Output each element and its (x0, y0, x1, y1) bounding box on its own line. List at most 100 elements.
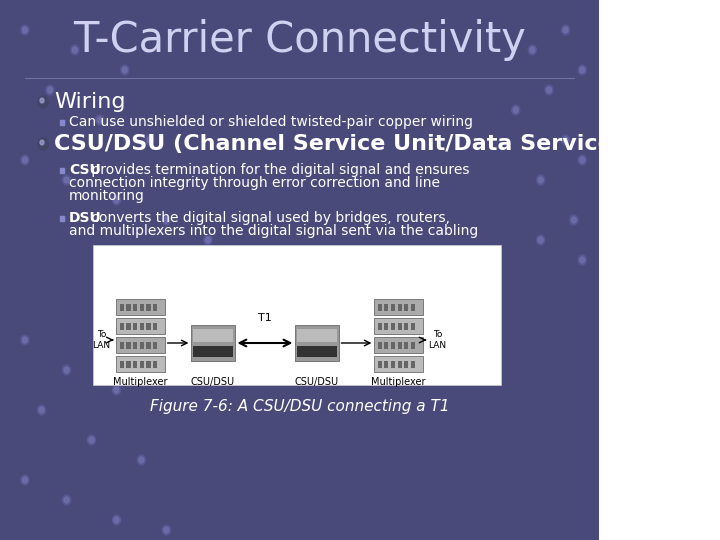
Text: Can use unshielded or shielded twisted-pair copper wiring: Can use unshielded or shielded twisted-p… (69, 115, 473, 129)
Circle shape (578, 155, 586, 165)
Bar (411, 323, 415, 330)
Circle shape (204, 235, 212, 245)
Bar (377, 361, 382, 368)
Circle shape (580, 67, 585, 73)
Bar (377, 304, 382, 311)
Circle shape (64, 177, 69, 183)
Bar (93, 245, 500, 385)
Bar (133, 342, 138, 349)
Circle shape (538, 177, 543, 183)
Circle shape (562, 135, 570, 145)
Circle shape (40, 140, 44, 145)
Text: To
LAN: To LAN (428, 330, 446, 350)
Text: Wiring: Wiring (54, 92, 125, 112)
Bar (384, 342, 388, 349)
Bar (117, 299, 165, 315)
Bar (374, 337, 423, 353)
Bar (411, 342, 415, 349)
Circle shape (22, 477, 27, 483)
Text: and multiplexers into the digital signal sent via the cabling: and multiplexers into the digital signal… (69, 224, 478, 238)
Circle shape (21, 335, 29, 345)
Circle shape (97, 117, 102, 123)
Bar (146, 304, 150, 311)
Text: Multiplexer: Multiplexer (372, 377, 426, 387)
Bar (384, 361, 388, 368)
Text: Multiplexer: Multiplexer (113, 377, 168, 387)
Bar (127, 304, 130, 311)
Text: connection integrity through error correction and line: connection integrity through error corre… (69, 176, 440, 190)
Bar (193, 346, 233, 357)
Circle shape (139, 457, 144, 463)
Circle shape (89, 437, 94, 443)
Circle shape (21, 25, 29, 35)
Circle shape (22, 337, 27, 343)
Circle shape (572, 217, 577, 223)
Circle shape (580, 257, 585, 263)
Bar (384, 304, 388, 311)
Circle shape (96, 115, 104, 125)
Circle shape (38, 96, 48, 108)
Circle shape (536, 235, 545, 245)
Bar (192, 325, 235, 361)
Circle shape (64, 497, 69, 503)
Bar (153, 342, 157, 349)
Bar (120, 323, 124, 330)
Circle shape (112, 195, 121, 205)
Circle shape (64, 367, 69, 373)
Bar (60, 215, 64, 220)
Circle shape (71, 45, 79, 55)
Text: CSU/DSU: CSU/DSU (295, 377, 339, 387)
Circle shape (63, 175, 71, 185)
Text: CSU/DSU (Channel Service Unit/Data Service Unit): CSU/DSU (Channel Service Unit/Data Servi… (54, 134, 683, 154)
Bar (397, 304, 402, 311)
Bar (60, 119, 64, 125)
Bar (127, 361, 130, 368)
Circle shape (114, 197, 119, 203)
Circle shape (112, 385, 121, 395)
Bar (411, 304, 415, 311)
Bar (297, 346, 337, 357)
Circle shape (562, 25, 570, 35)
Bar (411, 361, 415, 368)
Bar (391, 342, 395, 349)
Circle shape (563, 137, 568, 143)
Bar (404, 304, 408, 311)
Bar (384, 323, 388, 330)
Circle shape (63, 495, 71, 505)
Circle shape (22, 157, 27, 163)
Bar (377, 323, 382, 330)
Bar (374, 318, 423, 334)
Bar (391, 304, 395, 311)
Circle shape (578, 255, 586, 265)
Text: provides termination for the digital signal and ensures: provides termination for the digital sig… (86, 163, 469, 177)
Text: To
LAN: To LAN (92, 330, 111, 350)
Circle shape (536, 175, 545, 185)
Circle shape (205, 237, 210, 243)
Circle shape (48, 87, 53, 93)
Text: T1: T1 (258, 313, 271, 323)
Text: Figure 7-6: A CSU/DSU connecting a T1: Figure 7-6: A CSU/DSU connecting a T1 (150, 400, 449, 415)
Circle shape (138, 455, 145, 465)
Bar (140, 323, 144, 330)
Text: monitoring: monitoring (69, 189, 145, 203)
Bar (120, 304, 124, 311)
Circle shape (580, 157, 585, 163)
Bar (146, 342, 150, 349)
Bar (397, 323, 402, 330)
Bar (127, 323, 130, 330)
Bar (404, 361, 408, 368)
Bar (374, 356, 423, 372)
Bar (153, 304, 157, 311)
Circle shape (63, 365, 71, 375)
Bar (153, 361, 157, 368)
Circle shape (38, 138, 48, 150)
Bar (140, 304, 144, 311)
Circle shape (145, 135, 154, 145)
Bar (140, 361, 144, 368)
Circle shape (578, 65, 586, 75)
Bar (60, 167, 64, 172)
Text: CSU: CSU (69, 163, 101, 177)
Circle shape (538, 237, 543, 243)
Circle shape (114, 387, 119, 393)
Circle shape (246, 255, 253, 265)
